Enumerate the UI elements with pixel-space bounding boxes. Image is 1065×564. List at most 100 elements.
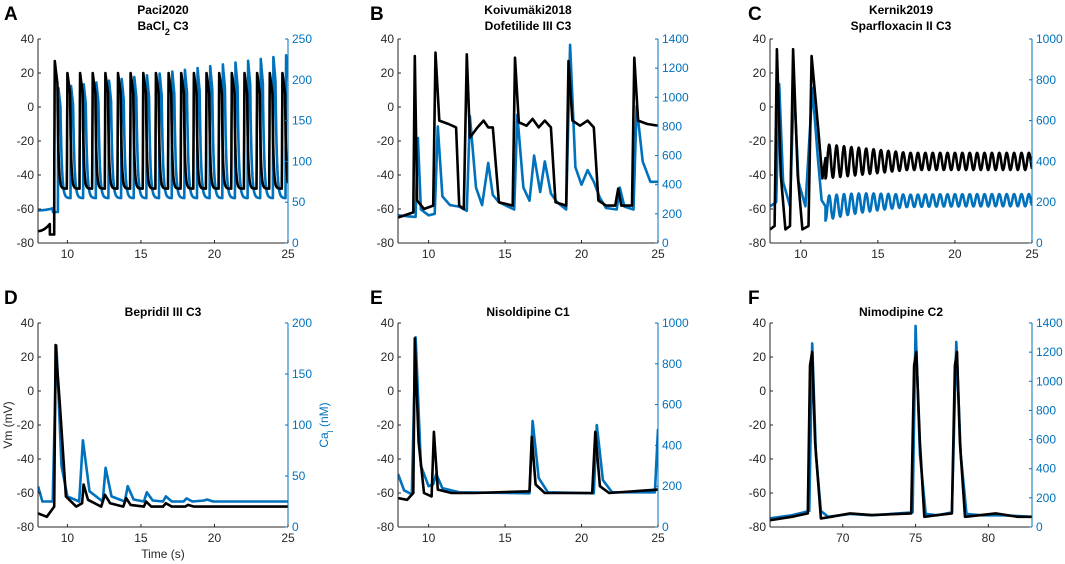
y2-tick-label: 1000	[662, 316, 689, 330]
x-tick-label: 75	[909, 531, 923, 545]
x-tick-label: 20	[208, 247, 222, 261]
y2-tick-label: 800	[1036, 73, 1056, 87]
y2-tick-label: 0	[1036, 236, 1043, 250]
y2-tick-label: 200	[292, 73, 312, 87]
y-tick-label: -60	[17, 202, 35, 216]
y-tick-label: 20	[21, 66, 35, 80]
y2-tick-label: 50	[292, 195, 306, 209]
y2-tick-label: 100	[292, 418, 312, 432]
y2-tick-label: 1400	[662, 32, 689, 46]
y2-tick-label: 0	[662, 236, 669, 250]
y-tick-label: 20	[753, 350, 767, 364]
y-tick-label: -60	[749, 202, 767, 216]
y2-tick-label: 150	[292, 367, 312, 381]
y2-tick-label: 1200	[662, 61, 689, 75]
y-tick-label: 40	[21, 32, 35, 46]
y2-tick-label: 200	[1036, 491, 1056, 505]
panel-B: B Koivumäki2018 Dofetilide III C3 -80 -60 -40…	[370, 3, 689, 261]
x-tick-label: 25	[281, 247, 295, 261]
y-tick-label: -80	[377, 520, 395, 534]
x-tick-label: 10	[61, 531, 75, 545]
x-tick-label: 20	[948, 247, 962, 261]
y-tick-label: -40	[749, 452, 767, 466]
y2-tick-label: 200	[662, 479, 682, 493]
x-tick-label: 10	[422, 247, 436, 261]
series-line-vm	[38, 343, 288, 519]
series-line-vm	[398, 51, 658, 219]
y2-tick-label: 600	[662, 149, 682, 163]
y2-tick-label: 200	[1036, 195, 1056, 209]
x-tick-label: 25	[1025, 247, 1039, 261]
y-tick-label: 40	[753, 316, 767, 330]
y2-tick-label: 600	[1036, 114, 1056, 128]
x-tick-label: 70	[836, 531, 850, 545]
panel-label: C	[748, 4, 762, 25]
y2-tick-label: 800	[662, 119, 682, 133]
chart-title: Paci2020	[137, 3, 189, 17]
x-tick-label: 25	[651, 247, 665, 261]
chart-title: Nimodipine C2	[859, 305, 943, 319]
x-tick-label: 25	[281, 531, 295, 545]
y-tick-label: -20	[749, 134, 767, 148]
y2-tick-label: 0	[662, 520, 669, 534]
y-axis-label: Vm (mV)	[1, 401, 15, 448]
y-tick-label: 20	[753, 66, 767, 80]
y2-tick-label: 0	[292, 236, 299, 250]
panel-label: D	[4, 288, 18, 309]
y-tick-label: -60	[17, 486, 35, 500]
y-tick-label: 0	[387, 384, 394, 398]
y-tick-label: -20	[377, 134, 395, 148]
y2-tick-label: 600	[662, 398, 682, 412]
y-tick-label: -40	[377, 452, 395, 466]
y2-tick-label: 1000	[1036, 374, 1063, 388]
chart-title: BaCl2 C3	[137, 19, 188, 37]
x-tick-label: 15	[134, 247, 148, 261]
series-line-vm	[770, 47, 1032, 231]
panel-label: E	[370, 288, 383, 309]
y2-tick-label: 400	[1036, 154, 1056, 168]
x-tick-label: 15	[498, 247, 512, 261]
series-line-vm	[398, 337, 658, 502]
series-line-vm	[38, 59, 288, 236]
y-tick-label: 20	[381, 350, 395, 364]
y-tick-label: -20	[377, 418, 395, 432]
y-tick-label: -80	[17, 236, 35, 250]
y-tick-label: 0	[759, 100, 766, 114]
y-tick-label: -80	[749, 236, 767, 250]
x-tick-label: 10	[61, 247, 75, 261]
x-tick-label: 10	[794, 247, 808, 261]
x-tick-label: 20	[575, 531, 589, 545]
y-tick-label: -40	[17, 168, 35, 182]
y-tick-label: 20	[381, 66, 395, 80]
y2-tick-label: 250	[292, 32, 312, 46]
panel-A: A Paci2020 BaCl2 C3 -80 -60 -40 -20 0 20 40 0 50 100…	[4, 3, 312, 261]
y-tick-label: -20	[17, 134, 35, 148]
y2-tick-label: 0	[1036, 520, 1043, 534]
y-tick-label: 0	[759, 384, 766, 398]
y-tick-label: 0	[27, 384, 34, 398]
x-tick-label: 20	[575, 247, 589, 261]
x-tick-label: 15	[134, 531, 148, 545]
series-line-vm	[770, 350, 1032, 522]
series-line-cai	[38, 54, 288, 214]
panel-label: F	[748, 288, 760, 309]
chart-title: Bepridil III C3	[125, 305, 202, 319]
y-tick-label: -40	[749, 168, 767, 182]
y2-tick-label: 200	[662, 207, 682, 221]
y2-tick-label: 1400	[1036, 316, 1063, 330]
y-tick-label: -80	[749, 520, 767, 534]
y-tick-label: 40	[381, 32, 395, 46]
y-tick-label: -60	[377, 202, 395, 216]
y-tick-label: -20	[749, 418, 767, 432]
x-tick-label: 25	[651, 531, 665, 545]
x-axis-label: Time (s)	[141, 547, 185, 561]
y-tick-label: 0	[387, 100, 394, 114]
series-line-cai	[770, 82, 1032, 222]
y-tick-label: -80	[17, 520, 35, 534]
y-tick-label: 0	[27, 100, 34, 114]
chart-title: Kernik2019	[869, 3, 933, 17]
y2-tick-label: 800	[1036, 403, 1056, 417]
panel-C: C Kernik2019 Sparfloxacin II C3 -80 -60 -40 -2…	[748, 3, 1063, 261]
x-tick-label: 80	[982, 531, 996, 545]
